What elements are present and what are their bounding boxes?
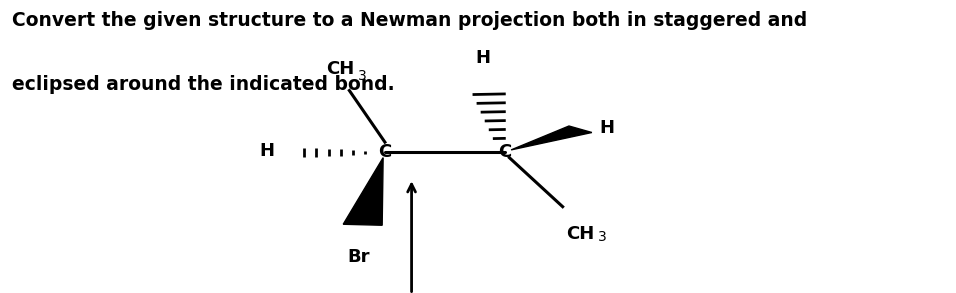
Text: Convert the given structure to a Newman projection both in staggered and: Convert the given structure to a Newman … — [11, 11, 807, 30]
Text: C: C — [379, 144, 392, 161]
Polygon shape — [343, 158, 383, 225]
Text: H: H — [475, 49, 490, 67]
Polygon shape — [511, 126, 592, 150]
Text: Br: Br — [347, 248, 370, 266]
Text: CH: CH — [566, 225, 595, 243]
Text: 3: 3 — [358, 69, 367, 83]
Text: H: H — [259, 142, 274, 160]
Text: CH: CH — [326, 60, 355, 78]
Text: H: H — [599, 119, 615, 137]
Text: C: C — [498, 144, 511, 161]
Text: eclipsed around the indicated bond.: eclipsed around the indicated bond. — [11, 75, 394, 94]
Text: 3: 3 — [598, 230, 607, 244]
